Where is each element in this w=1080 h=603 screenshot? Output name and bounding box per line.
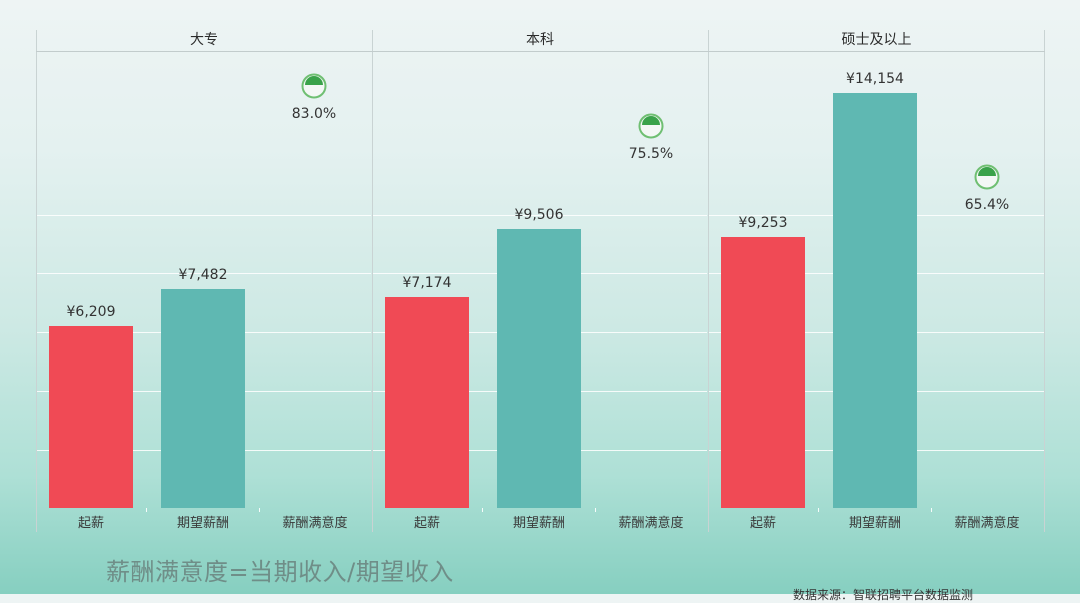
category-label-start: 起薪 [749,516,776,531]
category-label-satisfaction: 薪酬满意度 [282,516,348,531]
category-label-start: 起薪 [77,516,104,531]
satisfaction-indicator: 75.5% [591,113,711,162]
panel-divider [1044,30,1045,532]
start-salary-bar [721,237,805,508]
category-label-satisfaction: 薪酬满意度 [618,516,684,531]
satisfaction-indicator: 83.0% [254,73,374,122]
gridline [37,215,371,216]
expected-salary-bar [497,229,581,508]
category-label-expected: 期望薪酬 [848,516,901,531]
satisfaction-value: 83.0% [291,106,337,122]
axis-tick [259,508,260,512]
start-salary-label: ¥7,174 [402,275,452,291]
satisfaction-value: 75.5% [628,146,674,162]
gridline [373,215,707,216]
start-salary-bar [49,326,133,508]
category-label-expected: 期望薪酬 [512,516,565,531]
gridline [37,273,371,274]
category-label-start: 起薪 [413,516,440,531]
category-label-expected: 期望薪酬 [176,516,229,531]
panel-title: 硕士及以上 [708,30,1045,52]
expected-salary-label: ¥9,506 [514,207,564,223]
start-salary-label: ¥6,209 [66,304,116,320]
axis-tick [595,508,596,512]
panel-dazhuan: 大专 ¥6,209 ¥7,482 83.0% 起薪 期望薪酬 薪酬满意度 [36,30,372,532]
axis-tick [482,508,483,512]
data-source-note: 数据来源：智联招聘平台数据监测 [793,588,974,602]
half-circle-gauge-icon [301,73,327,99]
half-circle-gauge-icon [638,113,664,139]
formula-annotation: 薪酬满意度=当期收入/期望收入 [106,558,454,586]
satisfaction-indicator: 65.4% [927,164,1047,213]
axis-tick [931,508,932,512]
start-salary-bar [385,297,469,508]
panel-title: 大专 [36,30,372,52]
panel-divider [36,30,37,532]
panel-divider [372,30,373,532]
expected-salary-bar [161,289,245,508]
panel-title: 本科 [372,30,708,52]
panel-master-and-above: 硕士及以上 ¥9,253 ¥14,154 65.4% 起薪 期望薪酬 薪酬满意度 [708,30,1045,532]
expected-salary-label: ¥7,482 [178,267,228,283]
satisfaction-value: 65.4% [964,197,1010,213]
start-salary-label: ¥9,253 [738,215,788,231]
panel-divider [708,30,709,532]
expected-salary-bar [833,93,917,508]
expected-salary-label: ¥14,154 [846,71,904,87]
axis-tick [818,508,819,512]
half-circle-gauge-icon [974,164,1000,190]
axis-tick [146,508,147,512]
panel-benke: 本科 ¥7,174 ¥9,506 75.5% 起薪 期望薪酬 薪酬满意度 [372,30,708,532]
category-label-satisfaction: 薪酬满意度 [954,516,1020,531]
